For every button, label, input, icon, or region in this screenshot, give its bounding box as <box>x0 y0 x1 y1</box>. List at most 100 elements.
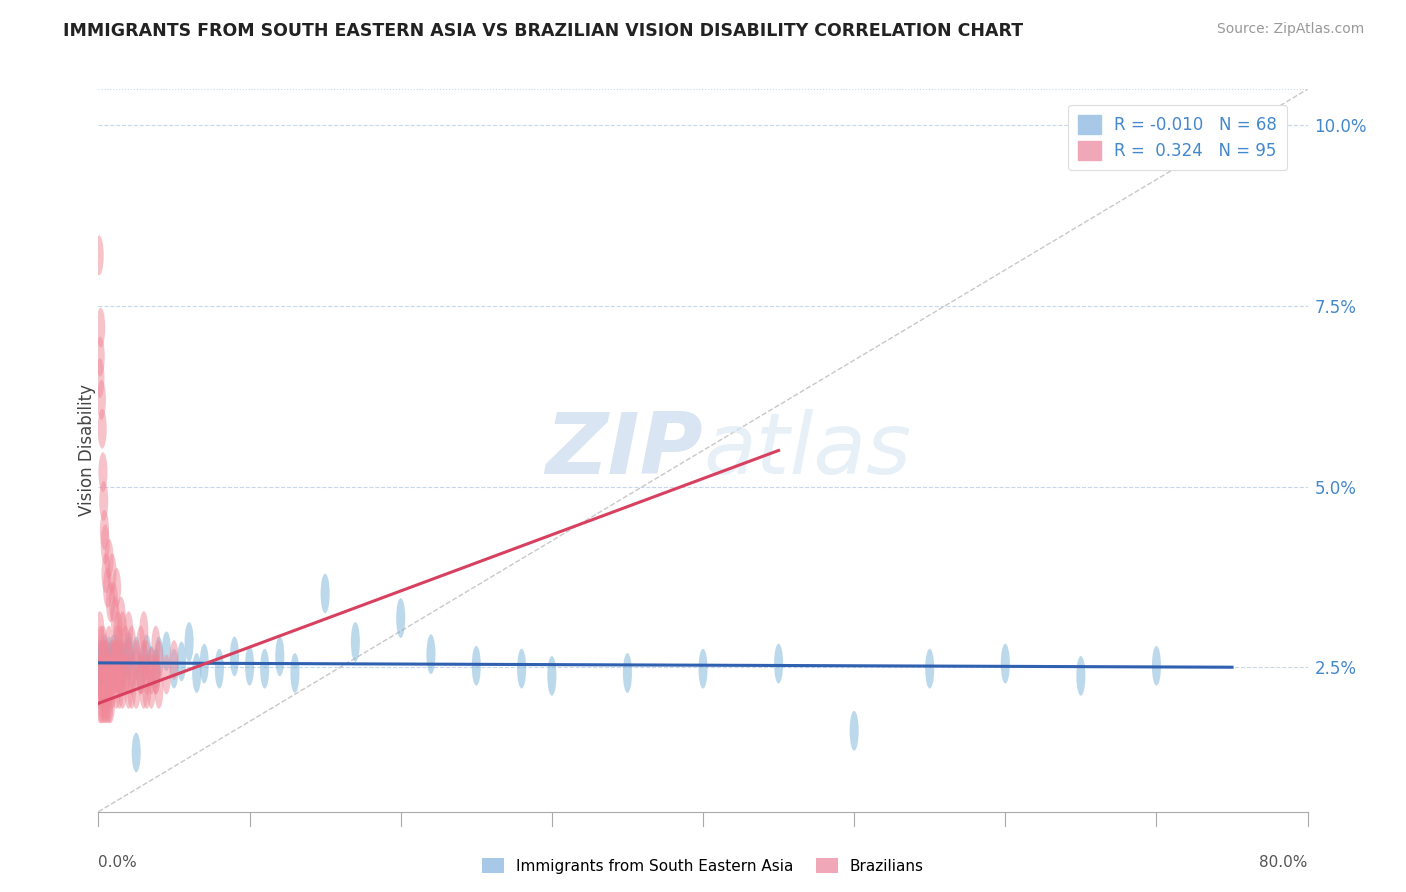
Ellipse shape <box>103 648 112 689</box>
Ellipse shape <box>118 640 127 680</box>
Ellipse shape <box>98 683 107 723</box>
Ellipse shape <box>96 336 105 376</box>
Ellipse shape <box>132 640 141 680</box>
Ellipse shape <box>139 644 148 683</box>
Ellipse shape <box>105 582 115 622</box>
Ellipse shape <box>100 655 110 694</box>
Ellipse shape <box>96 308 105 348</box>
Ellipse shape <box>139 640 148 680</box>
Ellipse shape <box>101 646 111 686</box>
Ellipse shape <box>104 625 114 665</box>
Ellipse shape <box>114 653 122 693</box>
Ellipse shape <box>472 646 481 686</box>
Ellipse shape <box>101 553 111 593</box>
Ellipse shape <box>396 599 405 638</box>
Ellipse shape <box>132 637 141 676</box>
Ellipse shape <box>96 660 104 700</box>
Ellipse shape <box>117 597 125 637</box>
Ellipse shape <box>127 625 136 665</box>
Ellipse shape <box>103 568 112 607</box>
Ellipse shape <box>111 597 120 637</box>
Ellipse shape <box>117 655 125 694</box>
Ellipse shape <box>155 669 163 709</box>
Ellipse shape <box>104 683 114 723</box>
Ellipse shape <box>101 524 110 565</box>
Ellipse shape <box>111 646 120 686</box>
Ellipse shape <box>105 644 115 683</box>
Ellipse shape <box>104 637 114 676</box>
Ellipse shape <box>96 359 104 398</box>
Ellipse shape <box>121 655 131 694</box>
Ellipse shape <box>100 640 110 680</box>
Ellipse shape <box>925 648 934 689</box>
Ellipse shape <box>117 656 125 696</box>
Ellipse shape <box>142 634 152 674</box>
Ellipse shape <box>98 644 107 683</box>
Ellipse shape <box>112 568 121 607</box>
Ellipse shape <box>114 655 122 694</box>
Ellipse shape <box>127 669 136 709</box>
Ellipse shape <box>117 655 125 694</box>
Ellipse shape <box>110 655 118 694</box>
Ellipse shape <box>97 640 105 680</box>
Ellipse shape <box>152 648 160 689</box>
Ellipse shape <box>127 648 136 689</box>
Ellipse shape <box>1152 646 1161 686</box>
Ellipse shape <box>112 669 121 709</box>
Ellipse shape <box>107 653 117 693</box>
Ellipse shape <box>103 648 112 689</box>
Ellipse shape <box>146 655 156 694</box>
Ellipse shape <box>152 655 160 694</box>
Ellipse shape <box>94 235 104 276</box>
Ellipse shape <box>124 637 134 676</box>
Text: IMMIGRANTS FROM SOUTH EASTERN ASIA VS BRAZILIAN VISION DISABILITY CORRELATION CH: IMMIGRANTS FROM SOUTH EASTERN ASIA VS BR… <box>63 22 1024 40</box>
Y-axis label: Vision Disability: Vision Disability <box>79 384 96 516</box>
Ellipse shape <box>146 648 156 687</box>
Ellipse shape <box>100 683 110 723</box>
Ellipse shape <box>98 653 107 693</box>
Ellipse shape <box>103 683 112 723</box>
Ellipse shape <box>184 622 194 662</box>
Ellipse shape <box>260 648 269 689</box>
Ellipse shape <box>96 683 104 723</box>
Ellipse shape <box>104 669 114 709</box>
Ellipse shape <box>115 669 124 709</box>
Ellipse shape <box>245 646 254 686</box>
Ellipse shape <box>132 669 141 709</box>
Ellipse shape <box>517 648 526 689</box>
Ellipse shape <box>146 669 156 709</box>
Ellipse shape <box>142 640 152 680</box>
Text: atlas: atlas <box>703 409 911 492</box>
Ellipse shape <box>118 644 127 683</box>
Ellipse shape <box>111 640 120 680</box>
Ellipse shape <box>111 640 120 680</box>
Ellipse shape <box>152 625 160 665</box>
Ellipse shape <box>103 655 112 694</box>
Ellipse shape <box>107 669 117 709</box>
Ellipse shape <box>124 640 134 680</box>
Ellipse shape <box>352 622 360 662</box>
Ellipse shape <box>107 640 117 680</box>
Ellipse shape <box>114 655 122 694</box>
Ellipse shape <box>103 655 112 694</box>
Ellipse shape <box>96 669 105 709</box>
Ellipse shape <box>124 611 134 651</box>
Ellipse shape <box>98 669 107 709</box>
Ellipse shape <box>97 683 105 723</box>
Ellipse shape <box>112 634 121 674</box>
Ellipse shape <box>152 655 160 694</box>
Ellipse shape <box>215 648 224 689</box>
Ellipse shape <box>100 481 108 521</box>
Ellipse shape <box>104 539 114 579</box>
Ellipse shape <box>105 655 115 694</box>
Ellipse shape <box>121 641 131 681</box>
Ellipse shape <box>96 644 105 683</box>
Ellipse shape <box>118 669 127 709</box>
Ellipse shape <box>107 553 117 593</box>
Ellipse shape <box>97 648 105 689</box>
Ellipse shape <box>98 625 107 665</box>
Text: 80.0%: 80.0% <box>1260 855 1308 870</box>
Ellipse shape <box>98 639 107 679</box>
Ellipse shape <box>100 510 110 549</box>
Ellipse shape <box>124 669 134 709</box>
